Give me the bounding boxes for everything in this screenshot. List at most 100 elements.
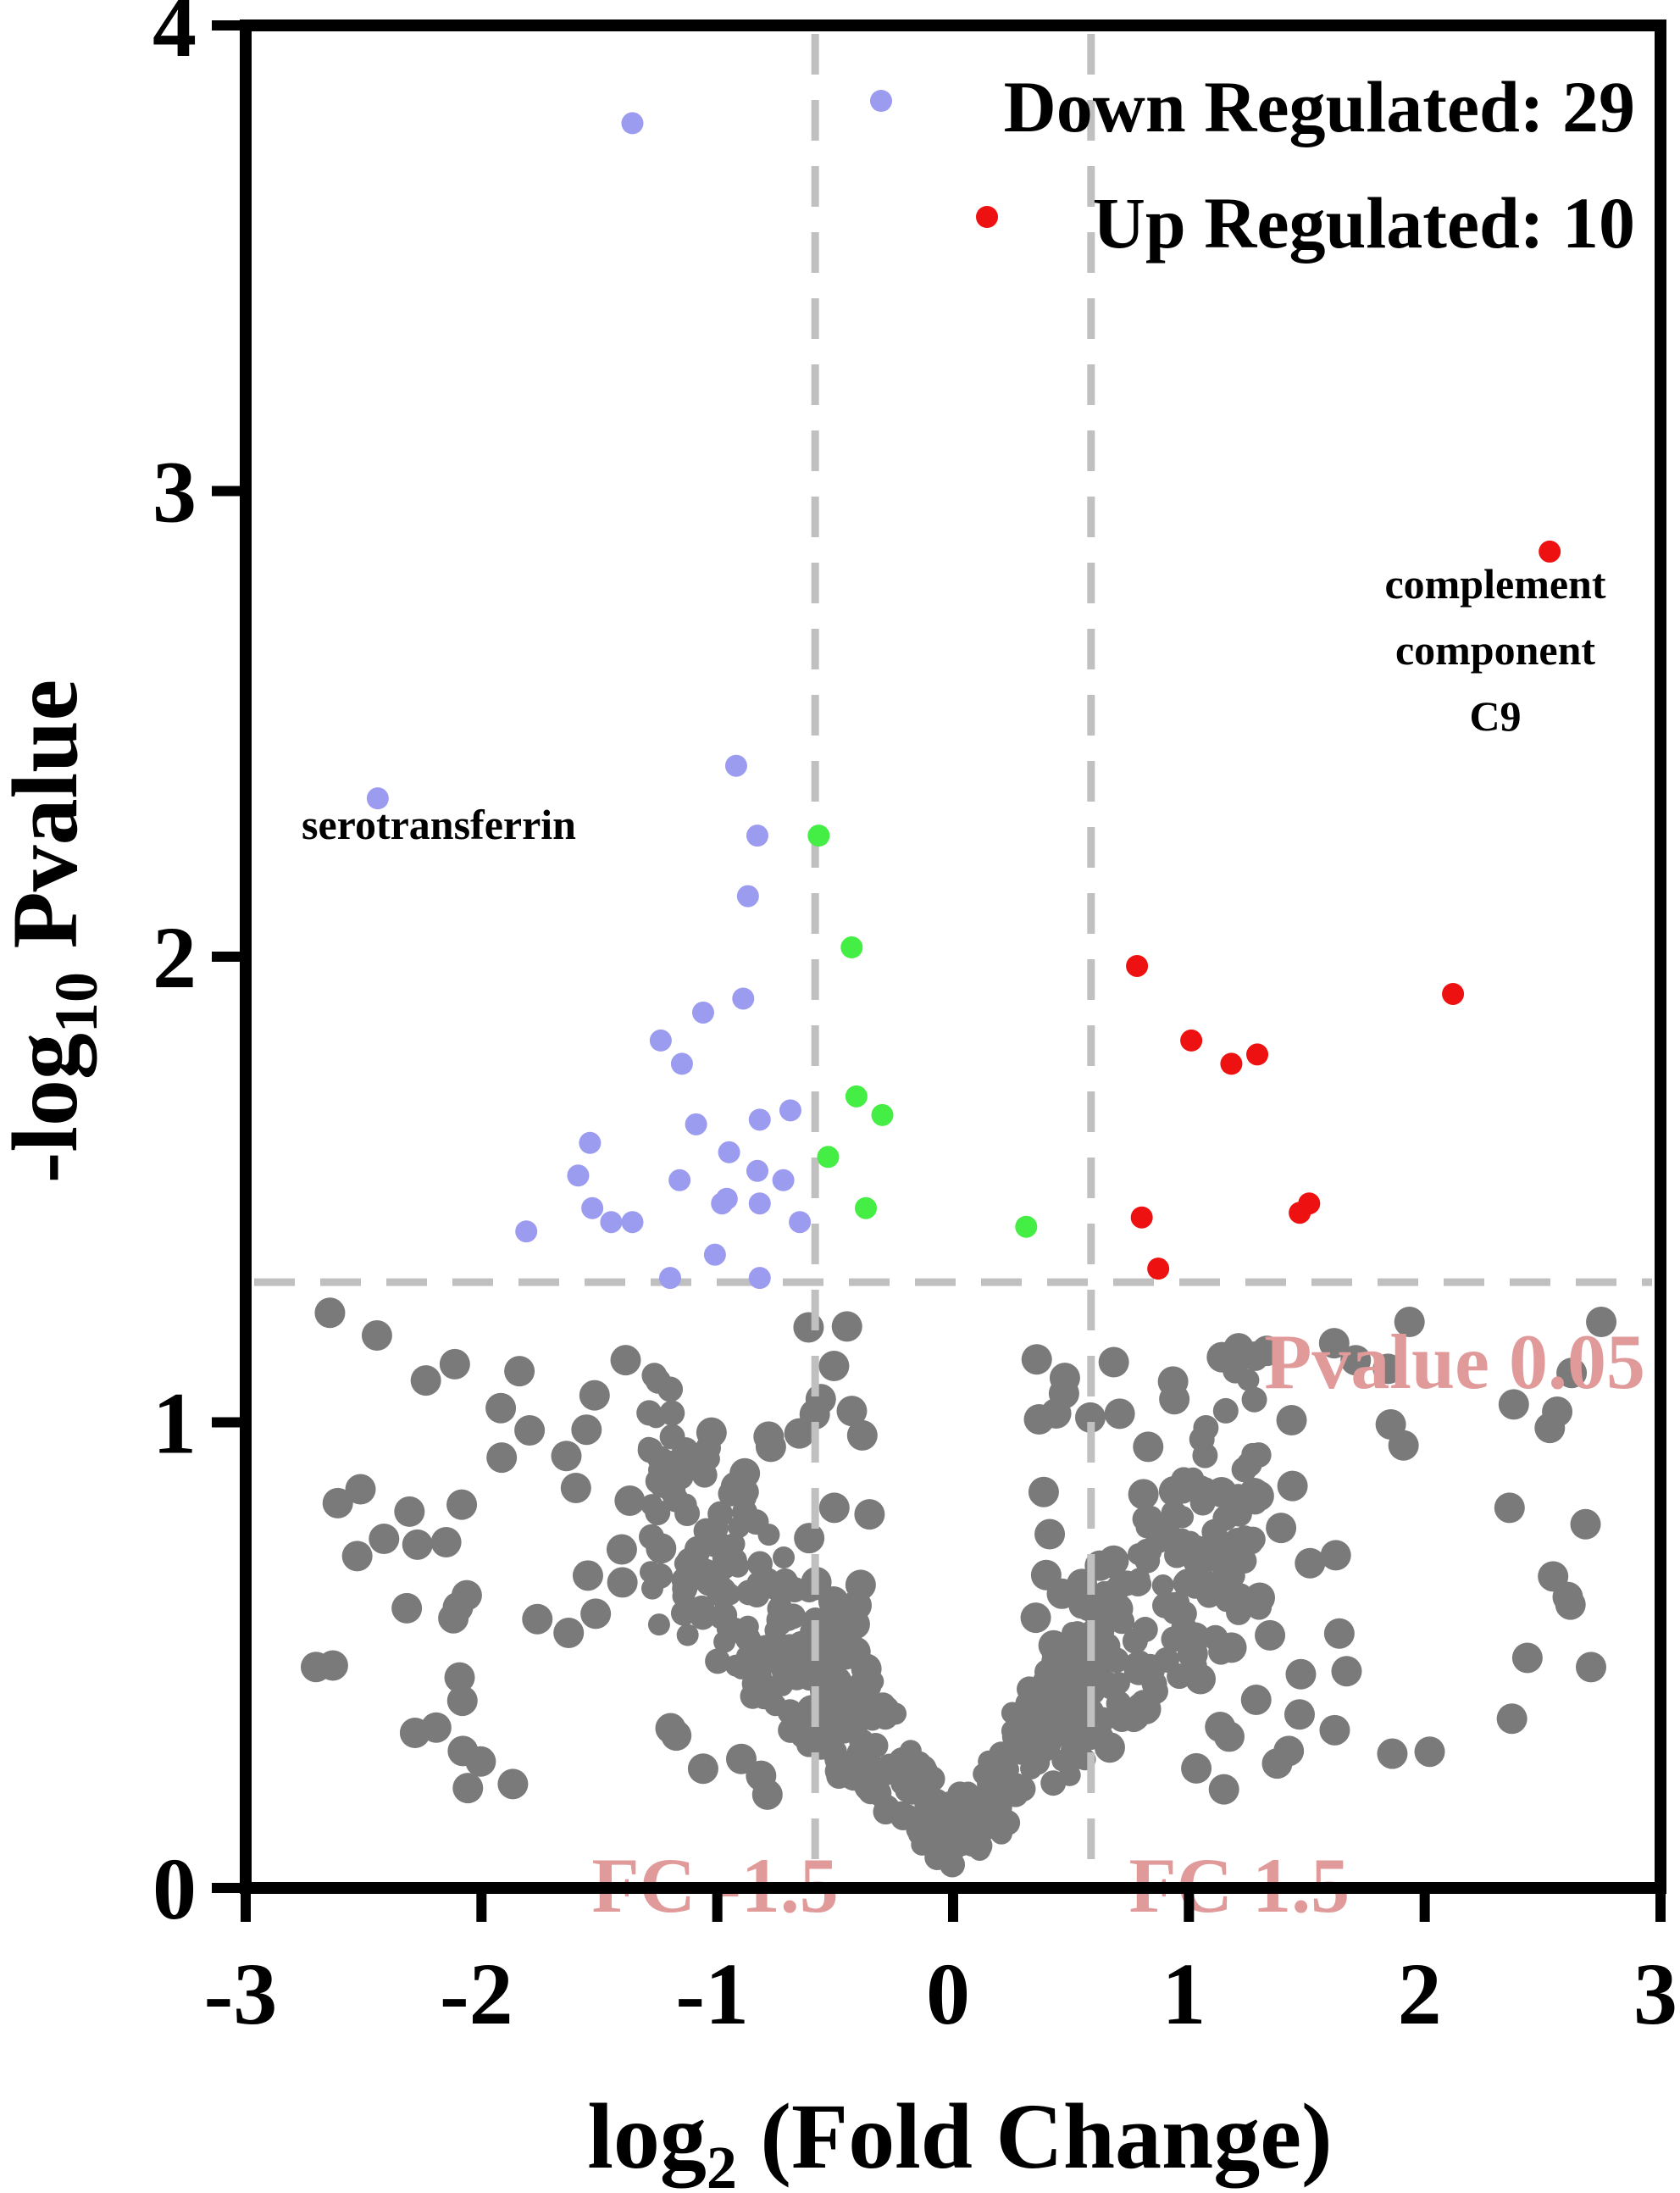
non-significant-point	[1202, 1541, 1234, 1573]
data-point	[621, 1211, 644, 1234]
non-significant-point	[707, 1501, 734, 1527]
non-significant-point	[1245, 1582, 1276, 1613]
non-significant-point	[777, 1699, 803, 1725]
non-significant-point	[514, 1414, 546, 1446]
non-significant-point	[647, 1613, 670, 1636]
non-significant-point	[1183, 1549, 1209, 1575]
non-significant-point	[1276, 1405, 1307, 1436]
data-point	[621, 112, 644, 135]
non-significant-point	[1051, 1664, 1083, 1696]
legend-marker	[976, 206, 998, 228]
pvalue-threshold-label: Pvalue 0.05	[1264, 1319, 1645, 1405]
non-significant-point	[345, 1474, 376, 1505]
non-significant-point	[1498, 1389, 1529, 1420]
non-significant-point	[1154, 1513, 1180, 1539]
x-axis-title: log2 (Fold Change)	[587, 2085, 1332, 2193]
non-significant-point	[784, 1418, 815, 1449]
non-significant-point	[444, 1662, 475, 1693]
non-significant-point	[614, 1485, 646, 1516]
non-significant-point	[725, 1743, 757, 1774]
data-point	[1442, 982, 1465, 1005]
non-significant-point	[728, 1516, 751, 1539]
non-significant-point	[1040, 1770, 1067, 1796]
non-significant-point	[1223, 1333, 1255, 1364]
non-significant-point	[606, 1534, 637, 1565]
data-point	[567, 1164, 590, 1187]
data-point	[579, 1131, 602, 1154]
non-significant-point	[793, 1312, 824, 1343]
data-point	[772, 1169, 795, 1191]
non-significant-point	[705, 1648, 731, 1674]
non-significant-point	[1319, 1714, 1350, 1746]
data-point	[724, 754, 747, 777]
non-significant-point	[735, 1645, 758, 1668]
non-significant-point	[641, 1363, 668, 1389]
significant-points-layer	[366, 112, 1561, 1290]
non-significant-point	[641, 1577, 664, 1600]
non-significant-point	[672, 1585, 695, 1607]
non-significant-point	[659, 1424, 685, 1450]
non-significant-point	[794, 1523, 825, 1554]
non-significant-point	[1318, 1328, 1350, 1359]
non-significant-point	[610, 1345, 641, 1376]
non-significant-point	[560, 1473, 591, 1504]
data-point	[1147, 1258, 1170, 1280]
non-significant-point	[1212, 1397, 1239, 1424]
data-point	[871, 1103, 894, 1126]
x-tick-label: -1	[675, 1946, 749, 2043]
non-significant-point	[1223, 1502, 1246, 1524]
y-axis-title-subscript: 10	[42, 972, 110, 1033]
non-significant-point	[930, 1816, 956, 1842]
non-significant-point	[1377, 1738, 1408, 1769]
non-significant-point	[1576, 1652, 1607, 1683]
non-significant-point	[818, 1350, 850, 1381]
non-significant-point	[1206, 1476, 1237, 1507]
non-significant-point	[486, 1442, 518, 1474]
non-significant-point	[636, 1400, 663, 1426]
non-significant-point	[831, 1311, 862, 1342]
non-significant-point	[1181, 1752, 1212, 1784]
non-significant-point	[452, 1773, 484, 1804]
non-significant-point	[690, 1604, 716, 1630]
non-significant-point	[691, 1462, 718, 1488]
non-significant-point	[1056, 1711, 1082, 1737]
data-point	[789, 1211, 812, 1234]
non-significant-point	[840, 1636, 871, 1668]
non-significant-point	[818, 1492, 850, 1524]
non-significant-point	[659, 1400, 685, 1426]
non-significant-point	[1094, 1635, 1117, 1658]
non-significant-point	[873, 1799, 899, 1825]
non-significant-point	[1178, 1530, 1201, 1553]
non-significant-point	[1570, 1508, 1601, 1540]
non-significant-point	[751, 1779, 783, 1810]
non-significant-point	[670, 1600, 696, 1626]
non-significant-point	[579, 1380, 610, 1411]
x-tick-label: -3	[204, 1946, 278, 2043]
non-significant-point	[1201, 1518, 1228, 1545]
non-significant-point	[640, 1494, 663, 1517]
non-significant-point	[775, 1574, 801, 1600]
data-point	[807, 824, 830, 847]
non-significant-point	[571, 1414, 602, 1446]
non-significant-point	[1133, 1431, 1164, 1463]
annotations-layer: serotransferrin complement component C9	[302, 560, 1606, 848]
non-significant-point	[818, 1585, 849, 1617]
legend: Down Regulated: 29 Up Regulated: 10	[870, 66, 1635, 264]
non-significant-point	[1097, 1671, 1120, 1694]
non-significant-point	[674, 1501, 701, 1527]
data-point	[855, 1196, 878, 1219]
non-significant-point	[672, 1456, 698, 1482]
non-significant-point	[1158, 1475, 1189, 1507]
non-significant-point	[438, 1602, 469, 1634]
non-significant-point	[854, 1499, 885, 1530]
non-significant-point	[1414, 1736, 1445, 1768]
non-significant-point	[410, 1365, 441, 1396]
non-significant-point	[1586, 1306, 1617, 1337]
non-significant-point	[846, 1419, 878, 1451]
non-significant-point	[773, 1546, 796, 1568]
non-significant-point	[1340, 1345, 1372, 1376]
non-significant-point	[899, 1740, 922, 1763]
non-significant-point	[1098, 1346, 1129, 1378]
data-point	[581, 1196, 604, 1219]
